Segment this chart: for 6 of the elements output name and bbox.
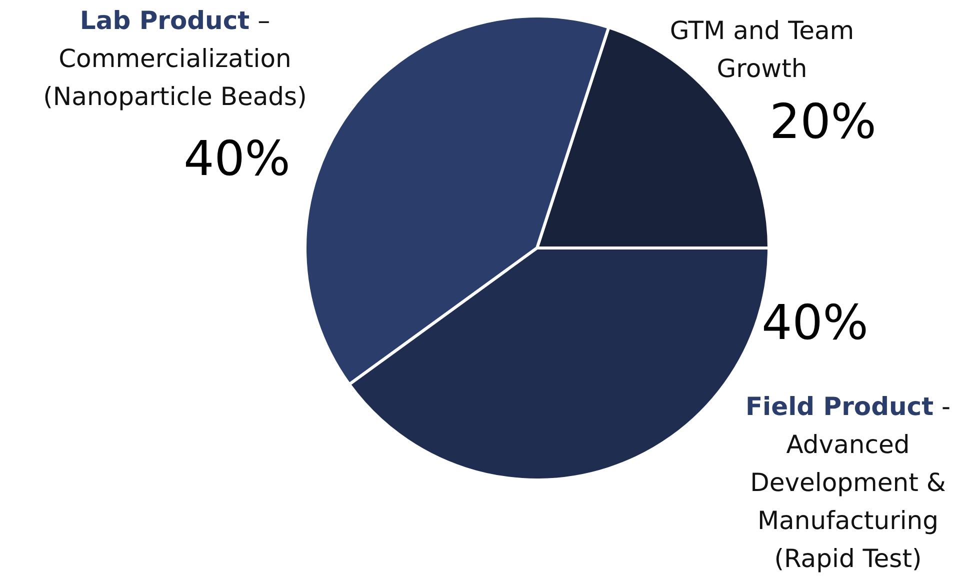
data-label: 20% — [770, 94, 876, 150]
data-label: 40% — [762, 295, 868, 352]
data-label: 40% — [184, 131, 290, 188]
category-label: Field Product - Advanced Development & Manufacturing (Rapid Test) — [745, 392, 951, 573]
slice-label: Lab Product – Commercialization (Nanoparticle Beads) — [43, 6, 307, 111]
slice-label: GTM and Team Growth — [670, 16, 854, 83]
